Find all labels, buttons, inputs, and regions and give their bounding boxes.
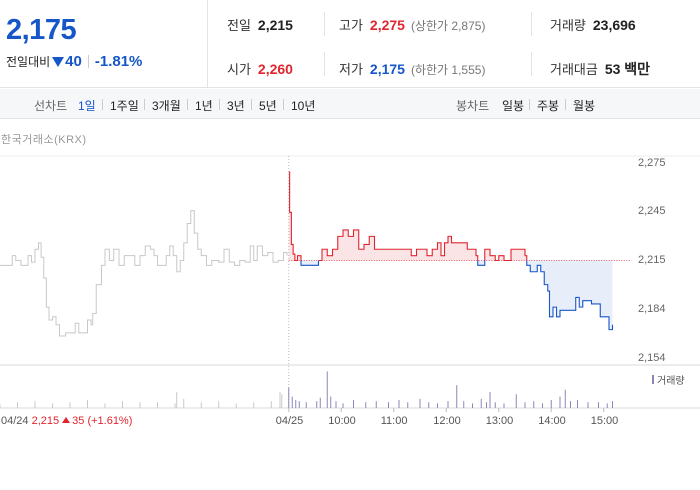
stat-prev-close: 전일 2,215	[227, 15, 293, 34]
stat-label: 전일	[227, 18, 251, 33]
y-tick-label: 2,275	[638, 157, 666, 170]
stat-value: 2,175	[369, 61, 405, 77]
volume-legend: 거래량	[652, 372, 685, 387]
prev-day-series-line	[0, 210, 288, 337]
change-abs: 40	[52, 53, 82, 70]
stat-value: 2,215	[257, 17, 293, 33]
stat-extra: (상한가 2,875)	[410, 19, 486, 33]
stat-low: 저가 2,175 (하한가 1,555)	[339, 59, 485, 78]
y-tick-label: 2,184	[638, 303, 666, 316]
stat-value: 53 백만	[604, 61, 651, 77]
divider	[87, 55, 89, 68]
up-area-fill	[318, 229, 478, 261]
change-label: 전일대비	[6, 55, 51, 69]
stat-value: 23,696	[592, 17, 636, 33]
x-tick-label: 10:00	[328, 415, 356, 427]
divider	[144, 99, 145, 110]
up-area-fill	[484, 249, 527, 261]
up-series-line	[288, 171, 302, 262]
down-area-fill	[477, 260, 485, 266]
change-pct: -1.81%	[94, 53, 143, 70]
candle-weekly[interactable]: 주봉	[537, 99, 560, 113]
candle-daily[interactable]: 일봉	[502, 99, 525, 113]
stat-open: 시가 2,260	[227, 59, 293, 78]
up-series-line	[318, 229, 479, 262]
period-3y[interactable]: 3년	[227, 99, 245, 113]
y-tick-label: 2,154	[638, 351, 666, 364]
prev-day-change: 35	[72, 415, 85, 427]
price-summary: 2,175 전일대비 40 -1.81%	[0, 0, 208, 88]
down-area-fill	[526, 260, 613, 330]
period-1w[interactable]: 1주일	[110, 99, 139, 113]
line-chart-label: 선차트	[34, 99, 68, 113]
period-1d[interactable]: 1일	[78, 99, 96, 113]
stat-label: 고가	[339, 18, 363, 33]
x-tick-label: 11:00	[380, 415, 408, 427]
up-arrow-icon	[62, 417, 71, 423]
divider	[529, 99, 530, 110]
divider	[187, 99, 188, 110]
down-series-line	[477, 260, 486, 266]
stat-label: 거래대금	[550, 62, 598, 77]
stat-value: 2,260	[257, 61, 293, 77]
up-series-line	[484, 248, 528, 262]
stat-label: 거래량	[550, 18, 586, 33]
x-tick-label: 15:00	[590, 415, 619, 427]
period-10y[interactable]: 10년	[291, 99, 316, 113]
divider	[251, 99, 252, 110]
stat-volume: 거래량 23,696	[550, 15, 636, 34]
stat-trade-value: 거래대금 53 백만	[550, 59, 650, 79]
stat-label: 시가	[227, 62, 251, 77]
down-arrow-icon	[52, 56, 65, 67]
prev-day-close: 2,215	[31, 415, 60, 427]
down-series-line	[526, 260, 614, 331]
x-tick-label: 12:00	[433, 415, 461, 427]
data-source: 한국거래소(KRX)	[1, 134, 87, 146]
stat-high: 고가 2,275 (상한가 2,875)	[339, 15, 485, 34]
y-tick-label: 2,245	[638, 205, 666, 218]
x-tick-label: 13:00	[485, 415, 514, 427]
divider	[283, 99, 284, 110]
change-row: 전일대비 40 -1.81%	[6, 53, 142, 70]
divider	[219, 99, 220, 110]
down-series-line	[300, 260, 320, 266]
quote-header: 2,175 전일대비 40 -1.81% 전일 2,215 고가 2,275 (…	[0, 0, 700, 88]
down-area-fill	[301, 260, 319, 266]
up-area-fill	[288, 172, 301, 261]
change-abs-value: 40	[65, 53, 82, 70]
prev-day-date: 04/24	[1, 415, 29, 427]
divider	[324, 12, 325, 76]
period-3m[interactable]: 3개월	[152, 99, 181, 113]
divider	[565, 99, 566, 110]
stat-extra: (하한가 1,555)	[410, 63, 486, 77]
y-tick-label: 2,215	[638, 253, 666, 266]
x-tick-label: 04/25	[275, 415, 304, 427]
volume-legend-label: 거래량	[657, 376, 685, 387]
stat-label: 저가	[339, 62, 363, 77]
period-5y[interactable]: 5년	[259, 99, 277, 113]
current-price: 2,175	[6, 14, 77, 46]
candle-monthly[interactable]: 월봉	[573, 99, 596, 113]
prev-day-pct: (+1.61%)	[87, 415, 133, 427]
divider	[102, 99, 103, 110]
candle-chart-label: 봉차트	[456, 99, 490, 113]
stat-value: 2,275	[369, 17, 405, 33]
volume-swatch	[652, 375, 654, 384]
x-tick-label: 14:00	[538, 415, 566, 427]
stats-grid: 전일 2,215 고가 2,275 (상한가 2,875) 거래량 23,696…	[209, 0, 700, 88]
divider	[531, 12, 532, 76]
period-bar: 선차트 1일 1주일 3개월 1년 3년 5년 10년 봉차트 일봉 주봉 월봉	[0, 89, 700, 119]
prev-day-info: 04/24 2,215 35 (+1.61%)	[1, 415, 132, 427]
period-1y[interactable]: 1년	[195, 99, 213, 113]
